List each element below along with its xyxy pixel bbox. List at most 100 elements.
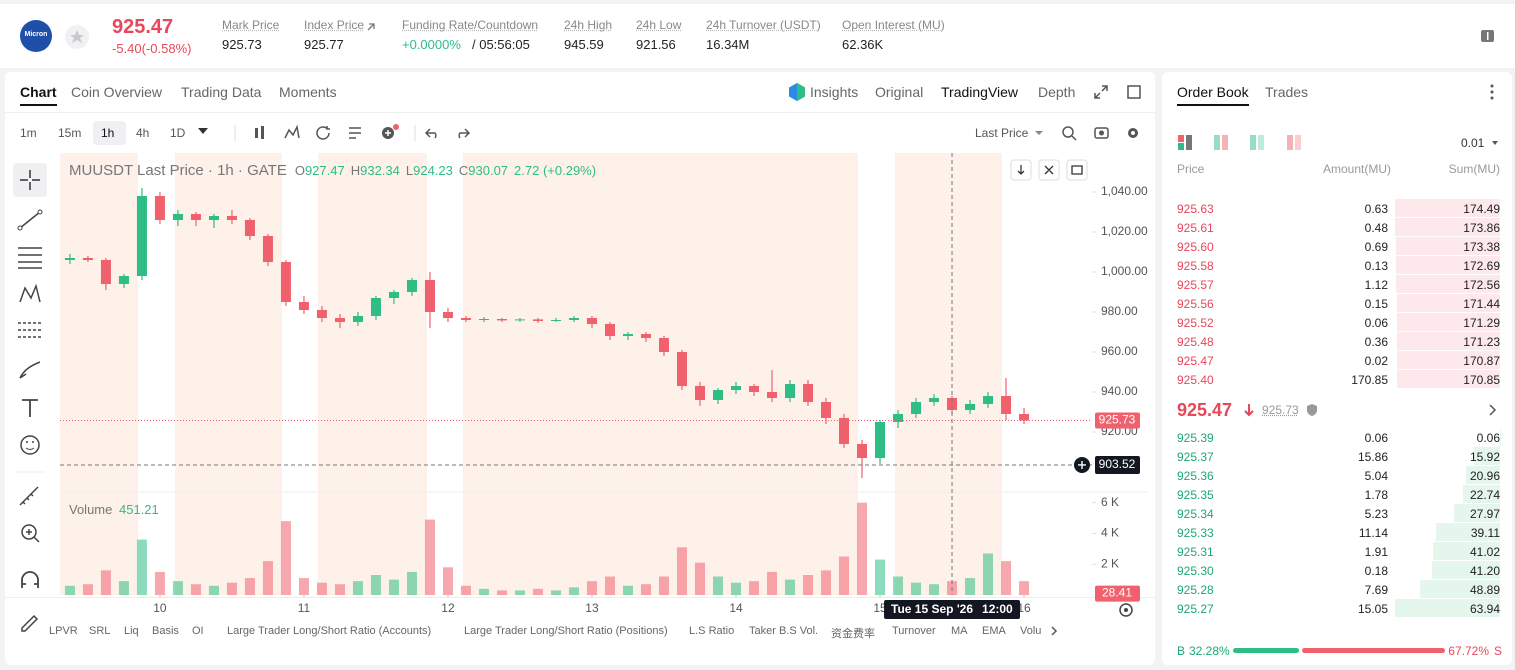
ohlc-label: C (458, 163, 469, 178)
indicator-tab[interactable]: OI (192, 625, 204, 637)
ohlc-value: 927.47 (304, 163, 345, 178)
chart-tab[interactable]: Trading Data (181, 84, 262, 100)
depth-bar (1396, 294, 1500, 312)
book-price[interactable]: 925.40 (1177, 373, 1214, 387)
interval-dropdown[interactable] (198, 128, 208, 134)
indicator-tab[interactable]: Large Trader Long/Short Ratio (Positions… (464, 625, 668, 637)
view-tab[interactable]: Original (875, 84, 924, 100)
expand-arrow[interactable] (1486, 403, 1498, 417)
settings-button[interactable] (1117, 601, 1135, 619)
stat-value: +0.0000% (402, 37, 461, 52)
indicator-tab[interactable]: Turnover (892, 625, 936, 637)
indicator-tab[interactable]: Volu (1020, 625, 1042, 637)
book-price[interactable]: 925.33 (1177, 526, 1214, 540)
indicator-tab[interactable]: EMA (982, 625, 1006, 637)
interval-button[interactable]: 1D (170, 126, 186, 140)
logo-text: Micron (24, 31, 48, 38)
depth-bar (1396, 332, 1500, 350)
interval-button[interactable]: 1m (20, 126, 37, 140)
volume-value: 451.21 (119, 502, 159, 517)
indicator-tab[interactable]: L.S Ratio (689, 625, 735, 637)
book-price[interactable]: 925.52 (1177, 316, 1214, 330)
book-tab[interactable]: Order Book (1177, 84, 1249, 106)
depth-bar (1432, 561, 1500, 579)
ohlc-change: 2.72 (+0.29%) (514, 163, 597, 178)
book-sum: 41.02 (1469, 545, 1500, 559)
book-amount: 1.12 (1364, 278, 1388, 292)
book-price[interactable]: 925.56 (1177, 297, 1214, 311)
book-price[interactable]: 925.39 (1177, 431, 1214, 445)
layout-icon[interactable] (1480, 28, 1496, 44)
book-price[interactable]: 925.47 (1177, 354, 1214, 368)
book-price[interactable]: 925.60 (1177, 240, 1214, 254)
favorite-button[interactable] (64, 24, 90, 50)
interval-button[interactable]: 15m (58, 126, 82, 140)
indicator-tab[interactable]: SRL (89, 625, 111, 637)
view-tab[interactable]: Insights (810, 84, 859, 100)
book-price[interactable]: 925.63 (1177, 202, 1214, 216)
book-view-buttons[interactable] (1176, 134, 1306, 152)
depth-bar (1395, 199, 1500, 217)
book-price[interactable]: 925.34 (1177, 507, 1214, 521)
book-amount: 0.06 (1364, 316, 1388, 330)
window-button[interactable] (1126, 84, 1142, 100)
buy-bar (1233, 648, 1300, 653)
buy-ratio: 32.28% (1189, 644, 1230, 658)
book-amount: 0.48 (1364, 221, 1388, 235)
book-price[interactable]: 925.48 (1177, 335, 1214, 349)
scroll-right-button[interactable] (1047, 624, 1061, 638)
tradingview-logo (74, 557, 104, 579)
book-price[interactable]: 925.28 (1177, 583, 1214, 597)
book-price[interactable]: 925.27 (1177, 602, 1214, 616)
book-price[interactable]: 925.36 (1177, 469, 1214, 483)
price-source-caret[interactable] (1035, 131, 1043, 135)
indicator-tab[interactable]: MA (951, 625, 968, 637)
book-sum: 48.89 (1469, 583, 1500, 597)
indicator-tab[interactable]: Basis (152, 625, 179, 637)
drawing-toolbar[interactable] (10, 160, 52, 640)
chart-tool-icons[interactable] (1060, 124, 1145, 142)
indicator-tab[interactable]: LPVR (49, 625, 78, 637)
interval-button[interactable]: 4h (136, 126, 150, 140)
ohlc-label: O (294, 163, 305, 178)
mark-price: 925.73 (1262, 403, 1299, 417)
price-source[interactable]: Last Price (975, 126, 1029, 140)
indicator-tab[interactable]: 资金费率 (831, 628, 875, 640)
toolbar-icons[interactable] (225, 123, 485, 143)
indicator-tab[interactable]: Liq (124, 625, 139, 637)
interval-button[interactable]: 1h (101, 126, 115, 140)
book-price[interactable]: 925.35 (1177, 488, 1214, 502)
chart-tab[interactable]: Chart (20, 84, 57, 106)
chart-tab[interactable]: Coin Overview (71, 84, 163, 100)
book-sum: 0.06 (1476, 431, 1500, 445)
column-header: Sum(MU) (1448, 162, 1500, 176)
price-change: -5.40(-0.58%) (112, 41, 192, 56)
book-price[interactable]: 925.31 (1177, 545, 1214, 559)
book-amount: 0.69 (1364, 240, 1388, 254)
book-price[interactable]: 925.61 (1177, 221, 1214, 235)
book-sum: 39.11 (1470, 526, 1500, 540)
chart-tab[interactable]: Moments (279, 84, 337, 100)
book-amount: 7.69 (1364, 583, 1388, 597)
book-amount: 0.36 (1364, 335, 1388, 349)
book-price[interactable]: 925.30 (1177, 564, 1214, 578)
indicator-tab[interactable]: Large Trader Long/Short Ratio (Accounts) (227, 625, 432, 637)
volume-title: Volume (69, 502, 113, 517)
stat-value: 62.36K (842, 37, 884, 52)
tick-size[interactable]: 0.01 (1461, 136, 1485, 150)
stat-value: 925.73 (222, 37, 262, 52)
expand-button[interactable] (1093, 84, 1109, 100)
book-amount: 15.05 (1357, 602, 1388, 616)
depth-bar (1462, 485, 1500, 503)
more-button[interactable] (1486, 83, 1498, 101)
view-tab[interactable]: TradingView (941, 84, 1019, 100)
tick-caret[interactable] (1492, 141, 1498, 145)
book-price[interactable]: 925.57 (1177, 278, 1214, 292)
indicator-tab[interactable]: Taker B.S Vol. (749, 625, 819, 637)
column-header: Price (1177, 162, 1205, 176)
view-tab[interactable]: Depth (1038, 84, 1076, 100)
book-tab[interactable]: Trades (1265, 84, 1309, 100)
book-price[interactable]: 925.37 (1177, 450, 1214, 464)
book-price[interactable]: 925.58 (1177, 259, 1214, 273)
